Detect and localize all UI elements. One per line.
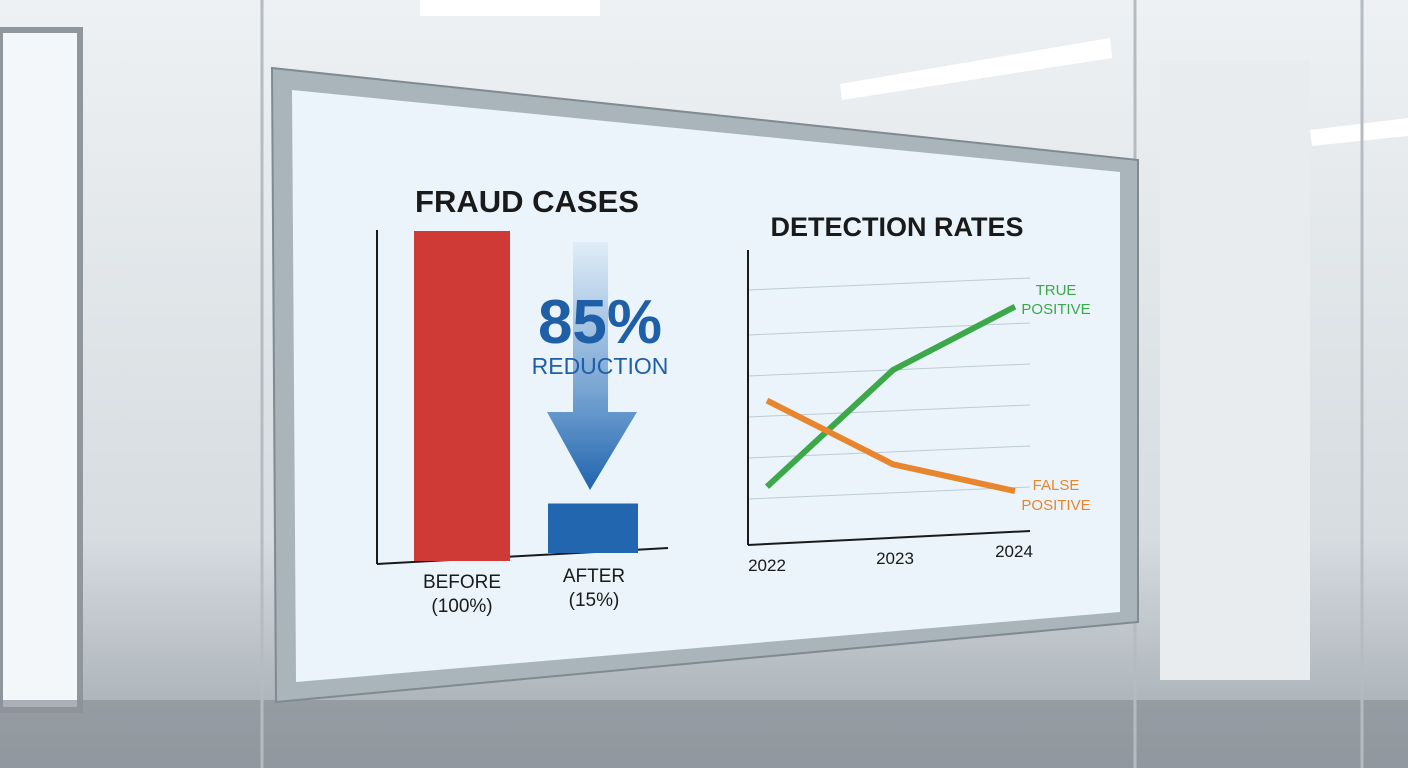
x-tick-label: 2023 — [876, 549, 914, 568]
detection-rates-chart: DETECTION RATES 2022 2023 2024 TRUE POSI… — [747, 212, 1091, 575]
gridline — [747, 486, 1031, 500]
floor — [0, 700, 1408, 768]
ceiling-light — [420, 0, 600, 16]
ceiling-light — [1310, 118, 1408, 146]
reduction-label: REDUCTION — [532, 353, 669, 379]
chart-title: FRAUD CASES — [415, 184, 639, 219]
x-axis — [747, 530, 1031, 546]
chart-title: DETECTION RATES — [770, 212, 1023, 242]
reduction-value: 85% — [538, 288, 662, 357]
x-tick-label: 2022 — [748, 556, 786, 575]
fraud-cases-chart: FRAUD CASES 85% REDUCTION BEFORE (100%) … — [376, 184, 669, 617]
wall-column — [1160, 60, 1310, 680]
legend-label-true-positive: POSITIVE — [1021, 301, 1090, 318]
legend-label-false-positive: POSITIVE — [1021, 497, 1090, 514]
x-tick-label: BEFORE — [423, 572, 501, 593]
x-tick-label: AFTER — [563, 566, 625, 587]
gridline — [747, 445, 1031, 459]
window — [0, 27, 83, 713]
arrow-down-icon — [547, 242, 637, 490]
legend-label-false-positive: FALSE — [1033, 477, 1080, 494]
bar-after — [548, 503, 638, 553]
x-tick-label: 2024 — [995, 542, 1033, 561]
bar-before — [414, 231, 510, 561]
gridline — [747, 277, 1031, 291]
x-tick-sublabel: (15%) — [569, 590, 620, 611]
ceiling-light — [840, 38, 1112, 100]
x-tick-sublabel: (100%) — [431, 596, 492, 617]
legend-label-true-positive: TRUE — [1036, 282, 1077, 299]
